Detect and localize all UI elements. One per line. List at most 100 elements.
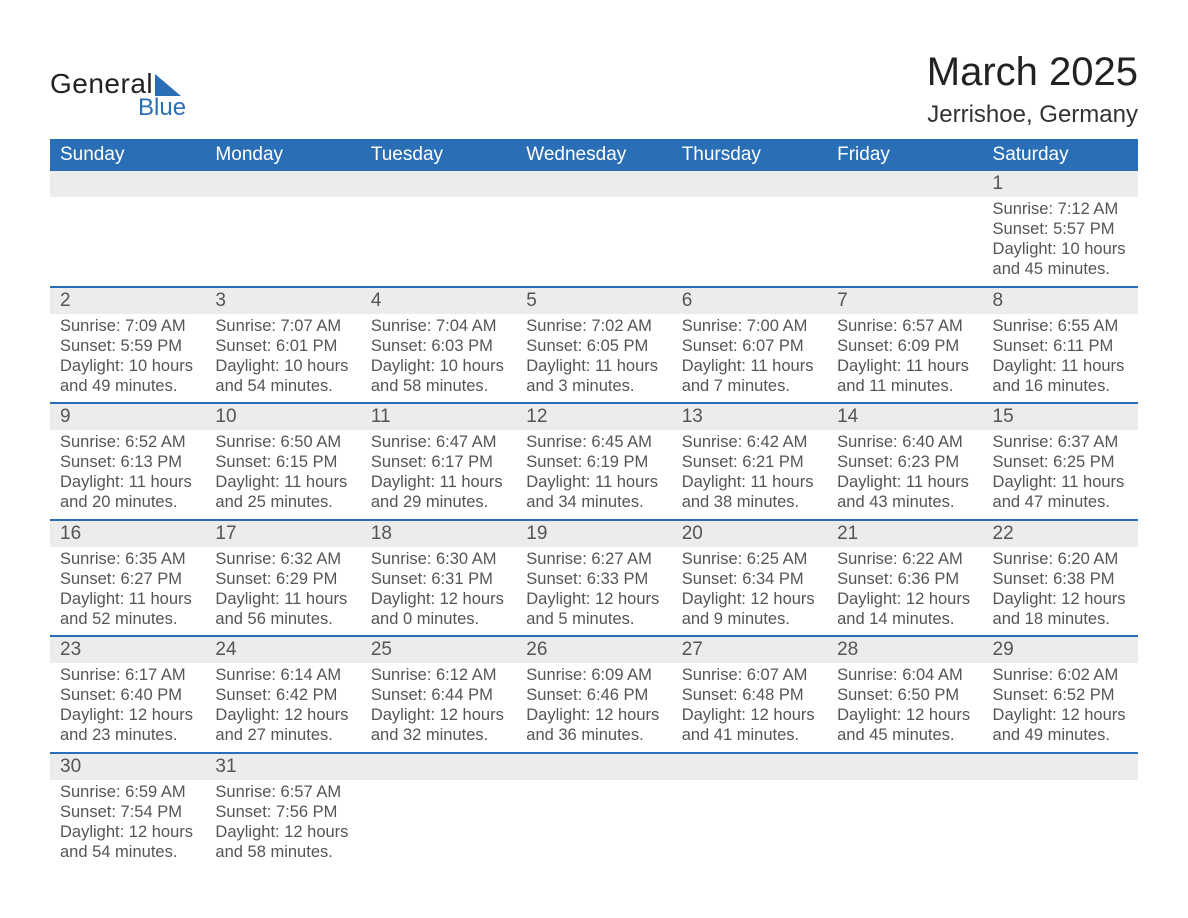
col-saturday: Saturday xyxy=(983,139,1138,171)
calendar-cell: 11Sunrise: 6:47 AMSunset: 6:17 PMDayligh… xyxy=(361,403,516,520)
sunset-line: Sunset: 6:40 PM xyxy=(60,685,195,705)
day-number xyxy=(50,171,205,197)
sunset-line: Sunset: 7:54 PM xyxy=(60,802,195,822)
day-details: Sunrise: 6:59 AMSunset: 7:54 PMDaylight:… xyxy=(50,780,205,869)
sunset-line: Sunset: 5:59 PM xyxy=(60,336,195,356)
calendar-cell: 16Sunrise: 6:35 AMSunset: 6:27 PMDayligh… xyxy=(50,520,205,637)
sunset-line: Sunset: 6:33 PM xyxy=(526,569,661,589)
day-number: 24 xyxy=(205,637,360,663)
daylight-line: Daylight: 11 hours and 29 minutes. xyxy=(371,472,506,512)
calendar-cell: 8Sunrise: 6:55 AMSunset: 6:11 PMDaylight… xyxy=(983,287,1138,404)
daylight-line: Daylight: 11 hours and 38 minutes. xyxy=(682,472,817,512)
sunset-line: Sunset: 6:21 PM xyxy=(682,452,817,472)
calendar-cell xyxy=(672,171,827,287)
sunrise-line: Sunrise: 6:50 AM xyxy=(215,432,350,452)
calendar-cell: 7Sunrise: 6:57 AMSunset: 6:09 PMDaylight… xyxy=(827,287,982,404)
day-details: Sunrise: 6:04 AMSunset: 6:50 PMDaylight:… xyxy=(827,663,982,752)
calendar-cell: 6Sunrise: 7:00 AMSunset: 6:07 PMDaylight… xyxy=(672,287,827,404)
day-number: 1 xyxy=(983,171,1138,197)
day-number: 26 xyxy=(516,637,671,663)
day-details: Sunrise: 7:12 AMSunset: 5:57 PMDaylight:… xyxy=(983,197,1138,286)
title-block: March 2025 Jerrishoe, Germany xyxy=(927,50,1138,129)
day-details: Sunrise: 6:50 AMSunset: 6:15 PMDaylight:… xyxy=(205,430,360,519)
day-number xyxy=(827,171,982,197)
day-number: 20 xyxy=(672,521,827,547)
day-number: 7 xyxy=(827,288,982,314)
calendar-cell: 14Sunrise: 6:40 AMSunset: 6:23 PMDayligh… xyxy=(827,403,982,520)
sunrise-line: Sunrise: 6:22 AM xyxy=(837,549,972,569)
day-number: 28 xyxy=(827,637,982,663)
day-number: 25 xyxy=(361,637,516,663)
sunrise-line: Sunrise: 6:55 AM xyxy=(993,316,1128,336)
calendar-cell: 15Sunrise: 6:37 AMSunset: 6:25 PMDayligh… xyxy=(983,403,1138,520)
day-details: Sunrise: 6:57 AMSunset: 7:56 PMDaylight:… xyxy=(205,780,360,869)
day-details: Sunrise: 6:47 AMSunset: 6:17 PMDaylight:… xyxy=(361,430,516,519)
calendar-week-row: 2Sunrise: 7:09 AMSunset: 5:59 PMDaylight… xyxy=(50,287,1138,404)
daylight-line: Daylight: 12 hours and 32 minutes. xyxy=(371,705,506,745)
day-details: Sunrise: 6:30 AMSunset: 6:31 PMDaylight:… xyxy=(361,547,516,636)
day-number: 16 xyxy=(50,521,205,547)
day-details xyxy=(50,197,205,265)
sunrise-line: Sunrise: 6:57 AM xyxy=(837,316,972,336)
weekday-header-row: Sunday Monday Tuesday Wednesday Thursday… xyxy=(50,139,1138,171)
day-details xyxy=(205,197,360,265)
sunset-line: Sunset: 6:42 PM xyxy=(215,685,350,705)
calendar-cell xyxy=(827,171,982,287)
sunset-line: Sunset: 6:34 PM xyxy=(682,569,817,589)
day-number: 14 xyxy=(827,404,982,430)
day-details xyxy=(983,780,1138,848)
daylight-line: Daylight: 11 hours and 52 minutes. xyxy=(60,589,195,629)
daylight-line: Daylight: 11 hours and 7 minutes. xyxy=(682,356,817,396)
day-number: 31 xyxy=(205,754,360,780)
calendar-cell: 5Sunrise: 7:02 AMSunset: 6:05 PMDaylight… xyxy=(516,287,671,404)
calendar-cell: 23Sunrise: 6:17 AMSunset: 6:40 PMDayligh… xyxy=(50,636,205,753)
daylight-line: Daylight: 12 hours and 45 minutes. xyxy=(837,705,972,745)
sunset-line: Sunset: 6:03 PM xyxy=(371,336,506,356)
sunset-line: Sunset: 6:01 PM xyxy=(215,336,350,356)
calendar-cell xyxy=(361,753,516,869)
day-number: 30 xyxy=(50,754,205,780)
sunset-line: Sunset: 6:15 PM xyxy=(215,452,350,472)
day-details: Sunrise: 6:42 AMSunset: 6:21 PMDaylight:… xyxy=(672,430,827,519)
daylight-line: Daylight: 12 hours and 36 minutes. xyxy=(526,705,661,745)
sunrise-line: Sunrise: 6:35 AM xyxy=(60,549,195,569)
col-wednesday: Wednesday xyxy=(516,139,671,171)
sunset-line: Sunset: 6:09 PM xyxy=(837,336,972,356)
brand-word2: Blue xyxy=(138,94,186,122)
daylight-line: Daylight: 12 hours and 54 minutes. xyxy=(60,822,195,862)
calendar-cell: 27Sunrise: 6:07 AMSunset: 6:48 PMDayligh… xyxy=(672,636,827,753)
calendar-cell: 13Sunrise: 6:42 AMSunset: 6:21 PMDayligh… xyxy=(672,403,827,520)
calendar-cell: 3Sunrise: 7:07 AMSunset: 6:01 PMDaylight… xyxy=(205,287,360,404)
calendar-cell: 31Sunrise: 6:57 AMSunset: 7:56 PMDayligh… xyxy=(205,753,360,869)
sunrise-line: Sunrise: 6:42 AM xyxy=(682,432,817,452)
day-details: Sunrise: 6:55 AMSunset: 6:11 PMDaylight:… xyxy=(983,314,1138,403)
sunrise-line: Sunrise: 6:27 AM xyxy=(526,549,661,569)
sunset-line: Sunset: 6:48 PM xyxy=(682,685,817,705)
daylight-line: Daylight: 12 hours and 27 minutes. xyxy=(215,705,350,745)
daylight-line: Daylight: 10 hours and 45 minutes. xyxy=(993,239,1128,279)
sunrise-line: Sunrise: 6:37 AM xyxy=(993,432,1128,452)
calendar-cell: 29Sunrise: 6:02 AMSunset: 6:52 PMDayligh… xyxy=(983,636,1138,753)
day-number: 12 xyxy=(516,404,671,430)
calendar-cell: 26Sunrise: 6:09 AMSunset: 6:46 PMDayligh… xyxy=(516,636,671,753)
day-number: 11 xyxy=(361,404,516,430)
brand-logo: General Blue xyxy=(50,68,186,122)
sunset-line: Sunset: 6:07 PM xyxy=(682,336,817,356)
sunset-line: Sunset: 6:13 PM xyxy=(60,452,195,472)
day-number: 10 xyxy=(205,404,360,430)
daylight-line: Daylight: 11 hours and 34 minutes. xyxy=(526,472,661,512)
daylight-line: Daylight: 11 hours and 43 minutes. xyxy=(837,472,972,512)
day-details: Sunrise: 7:02 AMSunset: 6:05 PMDaylight:… xyxy=(516,314,671,403)
calendar-week-row: 30Sunrise: 6:59 AMSunset: 7:54 PMDayligh… xyxy=(50,753,1138,869)
sunrise-line: Sunrise: 7:02 AM xyxy=(526,316,661,336)
day-details: Sunrise: 6:02 AMSunset: 6:52 PMDaylight:… xyxy=(983,663,1138,752)
day-details: Sunrise: 6:32 AMSunset: 6:29 PMDaylight:… xyxy=(205,547,360,636)
day-number xyxy=(205,171,360,197)
daylight-line: Daylight: 12 hours and 18 minutes. xyxy=(993,589,1128,629)
sunset-line: Sunset: 6:52 PM xyxy=(993,685,1128,705)
sunset-line: Sunset: 6:46 PM xyxy=(526,685,661,705)
calendar-cell xyxy=(516,753,671,869)
header: General Blue March 2025 Jerrishoe, Germa… xyxy=(50,50,1138,129)
day-details: Sunrise: 6:25 AMSunset: 6:34 PMDaylight:… xyxy=(672,547,827,636)
daylight-line: Daylight: 11 hours and 11 minutes. xyxy=(837,356,972,396)
